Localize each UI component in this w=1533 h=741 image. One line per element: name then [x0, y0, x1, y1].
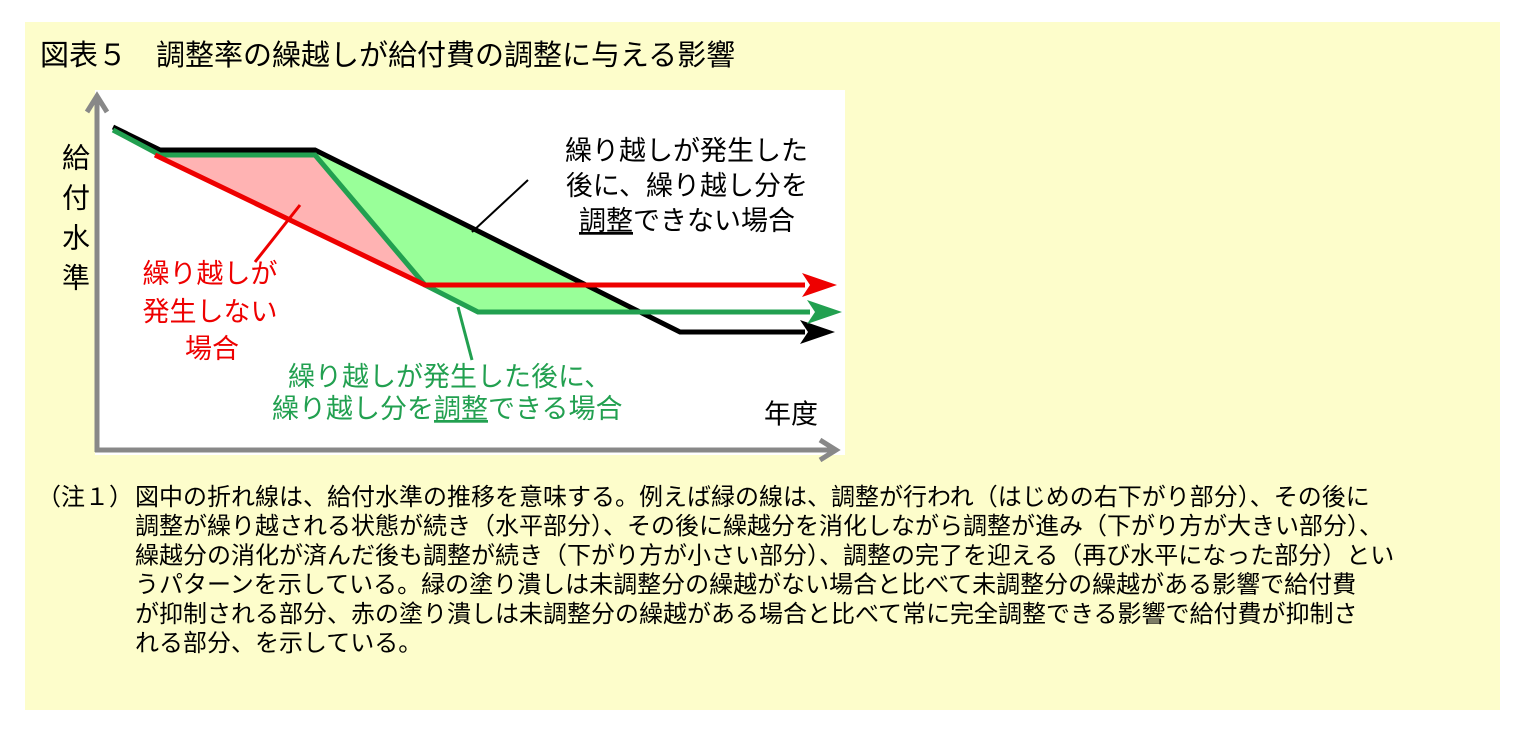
green-line [111, 127, 810, 315]
red-line [153, 152, 805, 288]
green-label-line: 繰り越しが発生した後に、 [288, 362, 611, 393]
label-segment: 繰り越しが発生した [565, 136, 808, 167]
green-leader [456, 306, 474, 361]
y-axis-arrow [84, 91, 110, 114]
red-label-line: 場合 [185, 334, 239, 365]
x-axis-label: 年度 [764, 400, 818, 431]
label-segment: 繰り越しが発生した後に、 [288, 362, 611, 393]
note-line: 繰越分の消化が済んだ後も調整が続き（下がり方が小さい部分）、調整の完了を迎える（… [135, 541, 1394, 569]
red-label-line: 繰り越しが [143, 259, 278, 290]
black-label-line: 後に、繰り越し分を [566, 171, 808, 202]
green-arrow [807, 300, 842, 324]
note-line: れる部分、を示している。 [135, 629, 422, 657]
label-segment: できない場合 [633, 206, 795, 237]
note-line: 図中の折れ線は、給付水準の推移を意味する。例えば緑の線は、調整が行われ（はじめの… [135, 483, 1370, 511]
label-segment: 後に、繰り越し分を [566, 171, 808, 202]
note-line: 調整が繰り越される状態が続き（水平部分）、その後に繰越分を消化しながら調整が進み… [135, 512, 1383, 540]
black-line [111, 124, 805, 335]
black-leader [471, 179, 529, 233]
black-label-line: 調整できない場合 [579, 206, 795, 237]
label-segment: 調整 [579, 206, 633, 237]
label-segment: できる場合 [488, 394, 622, 425]
black-label-line: 繰り越しが発生した [565, 136, 808, 167]
x-axis-arrow [818, 437, 841, 463]
red-leader [253, 204, 302, 263]
note-line: が抑制される部分、赤の塗り潰しは未調整分の繰越がある場合と比べて常に完全調整でき… [135, 600, 1358, 628]
title: 図表５ 調整率の繰越しが給付費の調整に与える影響 [40, 38, 735, 72]
red-label-line: 発生しない [143, 297, 278, 328]
note-prefix: （注１） [37, 483, 133, 511]
label-segment: 発生しない [143, 297, 278, 328]
y-axis-label: 給付水準 [58, 143, 91, 303]
red-arrow [802, 273, 837, 297]
label-segment: 繰り越しが [143, 259, 278, 290]
label-segment: 調整 [434, 394, 488, 425]
green-label-line: 繰り越し分を調整できる場合 [272, 394, 622, 425]
black-arrow [800, 320, 835, 344]
label-segment: 繰り越し分を [272, 394, 434, 425]
label-segment: 場合 [185, 334, 239, 365]
note: 図中の折れ線は、給付水準の推移を意味する。例えば緑の線は、調整が行われ（はじめの… [135, 483, 1394, 657]
note-line: うパターンを示している。緑の塗り潰しは未調整分の繰越がない場合と比べて未調整分の… [135, 571, 1356, 599]
